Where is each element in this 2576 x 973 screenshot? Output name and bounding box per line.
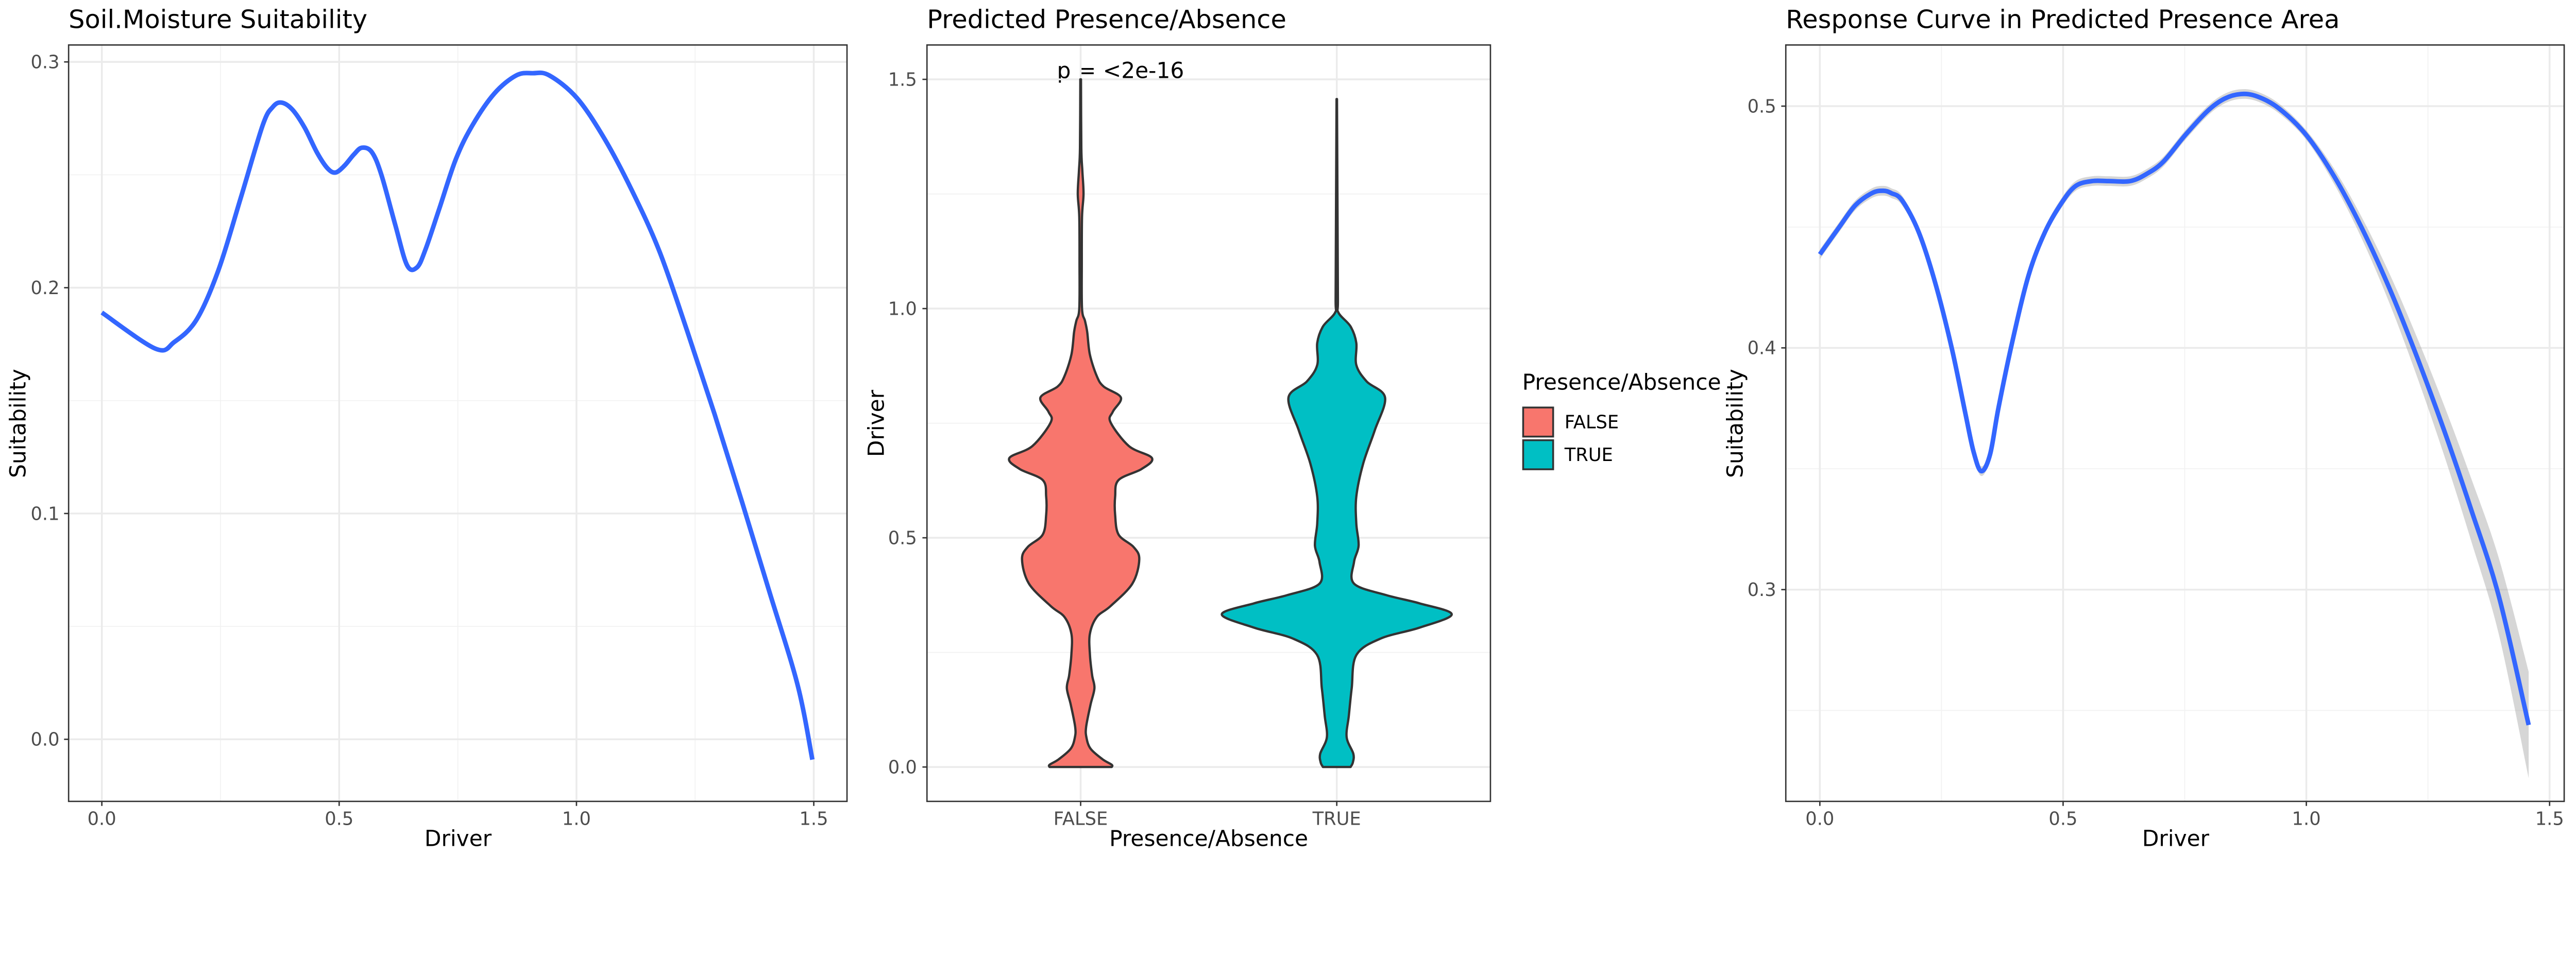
y-tick-label: 0.4	[1748, 338, 1776, 359]
panel2-xlabel: Presence/Absence	[1109, 826, 1308, 851]
violin-true	[1221, 98, 1453, 769]
panel1-ylabel: Suitability	[5, 369, 30, 478]
panel2-ylabel: Driver	[863, 389, 889, 457]
y-tick-label: 1.5	[888, 69, 917, 90]
y-tick-label: 0.3	[30, 52, 59, 73]
panel3-ylabel: Suitability	[1722, 369, 1748, 478]
panel1-xlabel: Driver	[425, 826, 492, 851]
x-tick-label: 1.0	[2292, 809, 2321, 830]
legend-label-true: TRUE	[1564, 445, 1613, 466]
x-tick-label: 1.0	[562, 809, 591, 830]
response-curve-line	[1818, 91, 2531, 726]
x-tick-label: FALSE	[1054, 809, 1108, 830]
panel-border	[1785, 44, 2565, 803]
panel3-xlabel: Driver	[2142, 826, 2210, 851]
figure: Soil.Moisture Suitability Driver Suitabi…	[0, 0, 2576, 858]
y-tick-label: 0.3	[1748, 579, 1776, 601]
response-curve-line	[100, 70, 815, 760]
y-tick-label: 0.0	[888, 757, 917, 778]
legend-key-false	[1522, 406, 1554, 438]
y-tick-label: 1.0	[888, 298, 917, 319]
x-tick-label: 1.5	[799, 809, 828, 830]
x-tick-label: 0.0	[88, 809, 116, 830]
panel-border	[926, 44, 1492, 803]
panel3-title: Response Curve in Predicted Presence Are…	[1786, 5, 2340, 35]
y-tick-label: 0.2	[30, 278, 59, 299]
panel-border	[67, 44, 848, 803]
x-tick-label: 1.5	[2535, 809, 2564, 830]
violin-false	[1008, 78, 1154, 769]
x-tick-label: 0.5	[2048, 809, 2077, 830]
y-tick-label: 0.1	[30, 503, 59, 524]
x-tick-label: 0.0	[1805, 809, 1834, 830]
panel1-title: Soil.Moisture Suitability	[69, 5, 367, 35]
background	[0, 0, 2576, 858]
y-tick-label: 0.5	[888, 527, 917, 549]
legend-title: Presence/Absence	[1522, 370, 1721, 395]
panel2-title: Predicted Presence/Absence	[927, 5, 1286, 35]
x-tick-label: TRUE	[1312, 809, 1361, 830]
legend-key-true	[1522, 439, 1554, 470]
y-tick-label: 0.5	[1748, 96, 1776, 117]
x-tick-label: 0.5	[325, 809, 353, 830]
legend-label-false: FALSE	[1565, 412, 1619, 433]
y-tick-label: 0.0	[30, 729, 59, 750]
